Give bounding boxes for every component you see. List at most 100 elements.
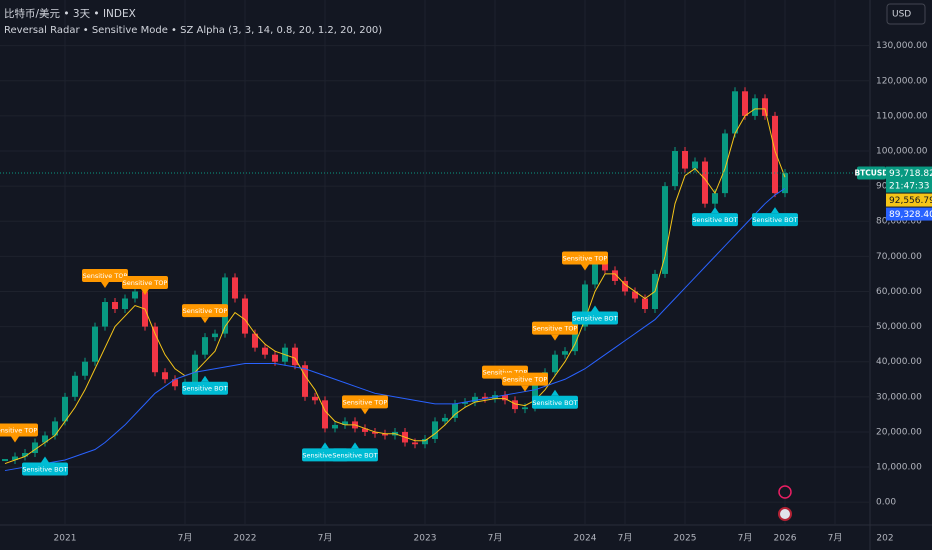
candle — [292, 347, 298, 366]
annotation-box — [532, 321, 578, 335]
annotation-pointer — [141, 289, 149, 296]
x-tick-label: 7月 — [828, 533, 843, 544]
annotation-label: Sensitive BOT — [532, 399, 577, 407]
annotation-pointer — [11, 436, 19, 443]
x-tick-label: 2021 — [54, 534, 77, 544]
annotation-box — [502, 372, 548, 386]
annotation-label: Sensitive TOP — [123, 279, 168, 287]
candle — [272, 354, 278, 362]
candle — [662, 186, 668, 274]
candle — [552, 354, 558, 373]
currency-label[interactable]: USD — [892, 10, 911, 20]
x-tick-label: 2023 — [414, 534, 437, 544]
candle — [152, 326, 158, 373]
y-tick-label: 0.00 — [876, 498, 896, 508]
candle — [762, 98, 768, 116]
price-tag-label: 92,556.79 — [889, 196, 932, 206]
currency-button[interactable] — [886, 3, 926, 25]
annotation-label: Sensitive TOP — [533, 325, 578, 333]
x-tick-label: 202 — [876, 534, 893, 544]
x-tick-label: 7月 — [318, 533, 333, 544]
candle — [232, 277, 238, 299]
event-icon[interactable] — [778, 507, 792, 521]
symbol-tag — [857, 166, 886, 180]
candle — [362, 428, 368, 432]
annotation-box — [332, 448, 378, 462]
annotation-pointer — [321, 442, 329, 449]
annotation-label: Sensitive TOP — [183, 307, 228, 315]
ma-line — [4, 108, 786, 465]
price-tag-label: 93,718.82 — [889, 169, 932, 179]
candle — [752, 98, 758, 116]
annotation-box — [182, 304, 228, 318]
annotation-pointer — [591, 305, 599, 312]
candle — [612, 270, 618, 281]
candle — [202, 337, 208, 355]
candle — [302, 365, 308, 397]
y-tick-label: 20,000.00 — [876, 427, 922, 437]
annotation-box — [752, 213, 798, 227]
candle — [532, 382, 538, 408]
y-tick-label: 80,000.00 — [876, 217, 922, 227]
annotation-box — [562, 251, 608, 265]
annotation-label: Sensitive BOT — [332, 451, 377, 459]
candle — [162, 372, 168, 380]
candle — [132, 291, 138, 299]
candle — [562, 351, 568, 355]
price-tag — [886, 166, 932, 193]
annotation-pointer — [771, 207, 779, 214]
annotation-pointer — [101, 282, 109, 289]
event-icon[interactable] — [778, 485, 792, 499]
x-tick-label: 7月 — [178, 533, 193, 544]
candle — [312, 396, 318, 401]
candle — [262, 347, 268, 355]
y-tick-label: 50,000.00 — [876, 322, 922, 332]
candle — [342, 421, 348, 425]
candle — [192, 354, 198, 383]
candle — [732, 91, 738, 134]
annotation-box — [342, 395, 388, 409]
candle — [722, 133, 728, 194]
annotation-label: Sensitive BOT — [572, 314, 617, 322]
candle — [92, 326, 98, 362]
candle — [412, 442, 418, 445]
x-tick-label: 2026 — [774, 534, 797, 544]
annotation-label: Sensitive TOP — [343, 398, 388, 406]
y-tick-label: 40,000.00 — [876, 357, 922, 367]
annotation-label: Sensitive BOT — [302, 451, 347, 459]
candle — [172, 379, 178, 387]
annotation-pointer — [551, 334, 559, 341]
candle — [72, 375, 78, 397]
candle — [712, 193, 718, 204]
candle — [2, 459, 8, 462]
annotation-label: Sensitive BOT — [22, 465, 67, 473]
x-tick-label: 2025 — [674, 534, 697, 544]
candle — [382, 433, 388, 436]
candle — [52, 421, 58, 436]
annotation-pointer — [351, 442, 359, 449]
candle — [62, 396, 68, 422]
y-tick-label: 110,000.00 — [876, 111, 928, 121]
chart-title: 比特币/美元 • 3天 • INDEX — [4, 7, 136, 20]
y-tick-label: 60,000.00 — [876, 287, 922, 297]
candle — [32, 442, 38, 454]
candle — [702, 161, 708, 204]
annotation-pointer — [711, 207, 719, 214]
candle — [42, 435, 48, 443]
y-tick-label: 130,000.00 — [876, 41, 928, 51]
annotation-box — [572, 311, 618, 325]
annotation-pointer — [201, 317, 209, 324]
candle — [322, 400, 328, 429]
annotation-label: Sensitive BOT — [752, 216, 797, 224]
candle — [112, 302, 118, 310]
annotation-box — [22, 462, 68, 476]
candle — [522, 407, 528, 410]
candle — [462, 402, 468, 404]
candle — [12, 456, 18, 461]
candle — [692, 161, 698, 169]
annotation-label: Sensitive TOP — [563, 254, 608, 262]
candle — [442, 417, 448, 422]
price-tag-label: 89,328.40 — [889, 210, 932, 220]
